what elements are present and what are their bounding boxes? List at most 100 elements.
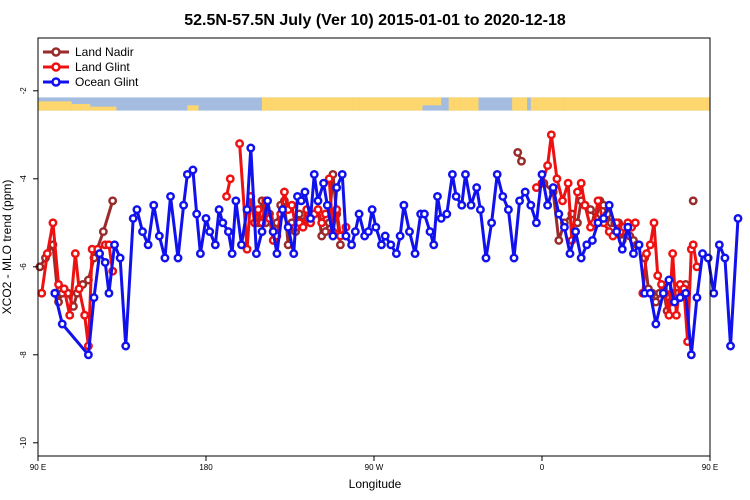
land-glint-point [558, 196, 567, 206]
ocean-glint-point [195, 249, 205, 259]
ocean-glint-point [149, 200, 159, 210]
ocean-glint-point [515, 196, 525, 206]
land-nadir-point [108, 196, 118, 206]
ocean-glint-point [526, 200, 536, 210]
land-glint-point [543, 161, 553, 171]
ocean-glint-point [664, 275, 674, 285]
ocean-glint-point [289, 249, 299, 259]
x-tick-label: 0 [540, 463, 545, 472]
ocean-glint-point [354, 209, 364, 219]
ocean-glint-point [143, 240, 153, 250]
map-strip-land [448, 97, 479, 111]
ocean-glint-point [554, 209, 564, 219]
ocean-glint-point [128, 213, 138, 223]
land-glint-point [642, 249, 651, 259]
ocean-glint-point [425, 227, 435, 237]
land-nadir-point [554, 235, 564, 245]
ocean-glint-point [487, 218, 497, 228]
ocean-glint-point [160, 253, 170, 263]
ocean-glint-point [257, 227, 267, 237]
ocean-glint-point [380, 231, 390, 241]
ocean-glint-point [173, 253, 183, 263]
legend-swatch-marker [51, 77, 61, 87]
ocean-glint-point [367, 205, 377, 215]
y-tick-label: -10 [19, 436, 28, 448]
ocean-glint-point [214, 205, 224, 215]
land-glint-point [74, 284, 84, 294]
ocean-glint-point [347, 240, 357, 250]
data-series [35, 130, 743, 360]
map-strip-land [512, 97, 528, 111]
ocean-glint-point [132, 205, 142, 215]
ocean-glint-point [634, 240, 644, 250]
ocean-glint-point [263, 196, 273, 206]
ocean-glint-point [272, 249, 282, 259]
ocean-glint-point [692, 293, 702, 303]
ocean-glint-point [227, 249, 237, 259]
ocean-glint-point [50, 288, 60, 298]
ocean-glint-point [726, 341, 735, 351]
ocean-glint-point [405, 227, 414, 237]
x-tick-label: 90 W [365, 463, 384, 472]
map-strip-land [310, 97, 360, 111]
ocean-glint-point [720, 253, 730, 263]
y-tick-label: -4 [19, 175, 28, 183]
ocean-glint-point [531, 218, 541, 228]
ocean-glint-point [182, 169, 192, 179]
land-nadir-point [517, 156, 526, 166]
land-nadir-point [688, 196, 698, 206]
ocean-glint-point [658, 288, 668, 298]
land-nadir-point [98, 227, 108, 237]
land-glint-point [563, 178, 573, 188]
ocean-glint-point [328, 231, 338, 241]
map-strip-land [187, 105, 199, 111]
ocean-glint-point [475, 205, 485, 215]
legend-swatch-marker [51, 47, 61, 57]
ocean-glint-point [442, 209, 452, 219]
ocean-glint-point [231, 196, 241, 206]
ocean-glint-point [83, 350, 93, 360]
ocean-glint-point [95, 249, 105, 259]
ocean-glint-point [205, 227, 215, 237]
land-glint-point [54, 279, 63, 289]
ocean-glint-point [399, 200, 409, 210]
land-nadir-point [513, 147, 523, 157]
ocean-glint-point [283, 222, 293, 232]
ocean-glint-point [296, 196, 306, 206]
ocean-glint-point [210, 240, 220, 250]
ocean-glint-point [192, 209, 202, 219]
ocean-glint-point [698, 249, 707, 259]
ocean-glint-point [675, 293, 685, 303]
land-nadir-point [321, 227, 330, 237]
ocean-glint-point [306, 213, 315, 223]
ocean-glint-point [278, 205, 287, 215]
ocean-glint-point [599, 213, 609, 223]
ocean-glint-point [447, 169, 457, 179]
ocean-glint-point [341, 231, 351, 241]
map-strip-land [38, 101, 72, 111]
ocean-glint-point [188, 165, 198, 175]
x-tick-label: 90 E [702, 463, 718, 472]
land-nadir-point [335, 240, 345, 250]
ocean-glint-point [395, 231, 405, 241]
ocean-glint-point [714, 240, 724, 250]
ocean-glint-point [246, 143, 256, 153]
land-glint-point [222, 191, 231, 201]
land-glint-point [37, 288, 47, 298]
ocean-glint-point [571, 227, 581, 237]
ocean-glint-point [617, 244, 627, 254]
land-glint-point [48, 218, 58, 228]
y-axis: -2 -4 -6 -8 -10 [19, 87, 38, 449]
land-glint-point [65, 310, 75, 320]
ocean-glint-point [651, 319, 661, 329]
ocean-glint-point [350, 227, 360, 237]
ocean-glint-point [319, 178, 329, 188]
ocean-glint-point [433, 191, 442, 201]
ocean-glint-point [537, 169, 547, 179]
ocean-glint-point [237, 240, 246, 250]
land-glint-point [657, 279, 666, 289]
land-glint-point [593, 196, 603, 206]
ocean-glint-point [457, 200, 467, 210]
legend-item-land-glint: Land Glint [43, 60, 130, 74]
